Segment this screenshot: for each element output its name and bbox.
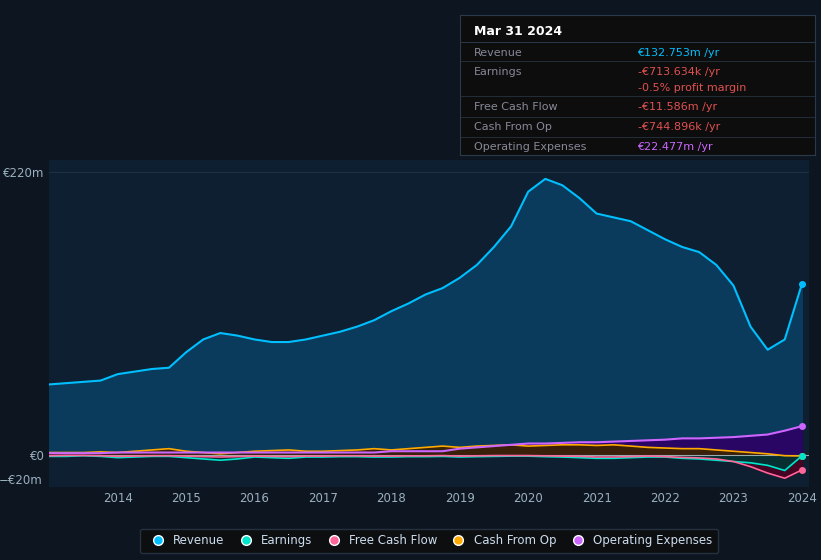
Text: Operating Expenses: Operating Expenses (475, 142, 586, 152)
Legend: Revenue, Earnings, Free Cash Flow, Cash From Op, Operating Expenses: Revenue, Earnings, Free Cash Flow, Cash … (140, 529, 718, 553)
Text: Revenue: Revenue (475, 48, 523, 58)
Text: Free Cash Flow: Free Cash Flow (475, 102, 557, 113)
Text: Mar 31 2024: Mar 31 2024 (475, 25, 562, 38)
Text: -€11.586m /yr: -€11.586m /yr (637, 102, 717, 113)
Text: Cash From Op: Cash From Op (475, 122, 552, 132)
Text: Earnings: Earnings (475, 67, 523, 77)
Text: -0.5% profit margin: -0.5% profit margin (637, 83, 745, 93)
Text: -€713.634k /yr: -€713.634k /yr (637, 67, 719, 77)
Text: €22.477m /yr: €22.477m /yr (637, 142, 713, 152)
Text: −€20m: −€20m (0, 474, 43, 487)
Text: €132.753m /yr: €132.753m /yr (637, 48, 720, 58)
Text: -€744.896k /yr: -€744.896k /yr (637, 122, 720, 132)
